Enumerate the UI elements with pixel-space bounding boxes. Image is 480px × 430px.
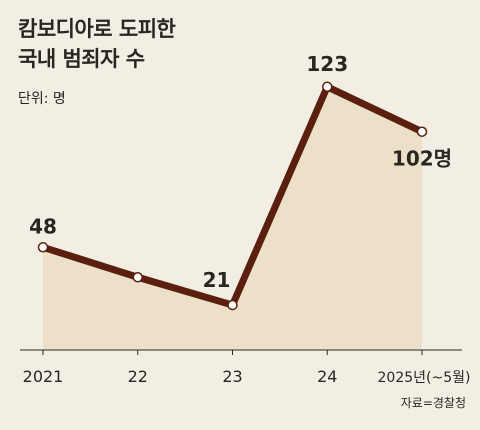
- data-point-1: [132, 271, 143, 283]
- data-point-4: [416, 126, 428, 137]
- data-label-2: 21: [203, 268, 231, 292]
- data-point-2: [227, 299, 238, 311]
- data-label-3: 123: [306, 52, 348, 76]
- title-line-2: 국내 범죄자 수: [18, 47, 145, 71]
- x-tick-label-1: 22: [128, 367, 148, 386]
- x-tick-label-3: 24: [317, 367, 337, 386]
- unit-label: 단위: 명: [18, 91, 66, 107]
- x-tick-label-4: 2025년(~5월): [378, 370, 471, 386]
- chart-title: 캄보디아로 도피한 국내 범죄자 수: [18, 14, 176, 74]
- data-label-0: 48: [29, 214, 57, 238]
- area-fill: [43, 86, 422, 350]
- source-label: 자료=경찰청: [400, 396, 466, 410]
- x-tick-label-0: 2021: [23, 367, 64, 386]
- title-line-1: 캄보디아로 도피한: [18, 17, 176, 41]
- data-point-0: [37, 242, 49, 253]
- x-tick-label-2: 23: [222, 367, 242, 386]
- data-label-4: 102명: [392, 147, 452, 171]
- data-point-3: [322, 81, 333, 93]
